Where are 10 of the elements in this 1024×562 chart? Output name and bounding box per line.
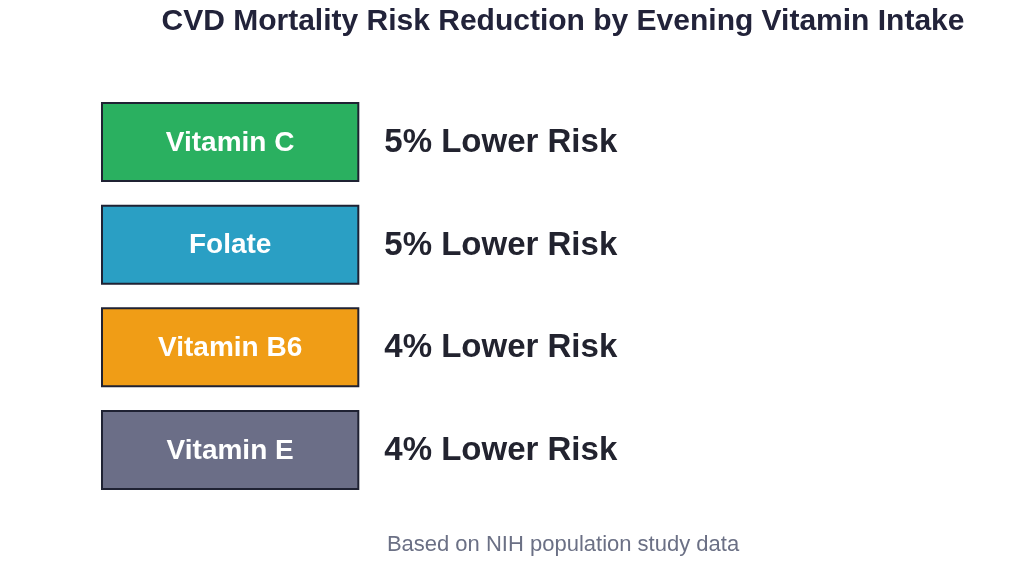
data-label: 5% Lower Risk xyxy=(384,122,618,160)
data-label: 4% Lower Risk xyxy=(384,327,618,365)
category-label: Vitamin E xyxy=(166,433,294,465)
text: CVD Mortality Risk Reduction by Evening Vitamin Intake xyxy=(161,3,965,37)
category-label: Vitamin C xyxy=(165,125,295,157)
text: Based on NIH population study data xyxy=(386,530,740,556)
category-label: Folate xyxy=(188,228,272,260)
category-label: Vitamin B6 xyxy=(158,331,303,363)
data-label: 4% Lower Risk xyxy=(384,430,618,468)
data-label: 5% Lower Risk xyxy=(384,224,618,262)
